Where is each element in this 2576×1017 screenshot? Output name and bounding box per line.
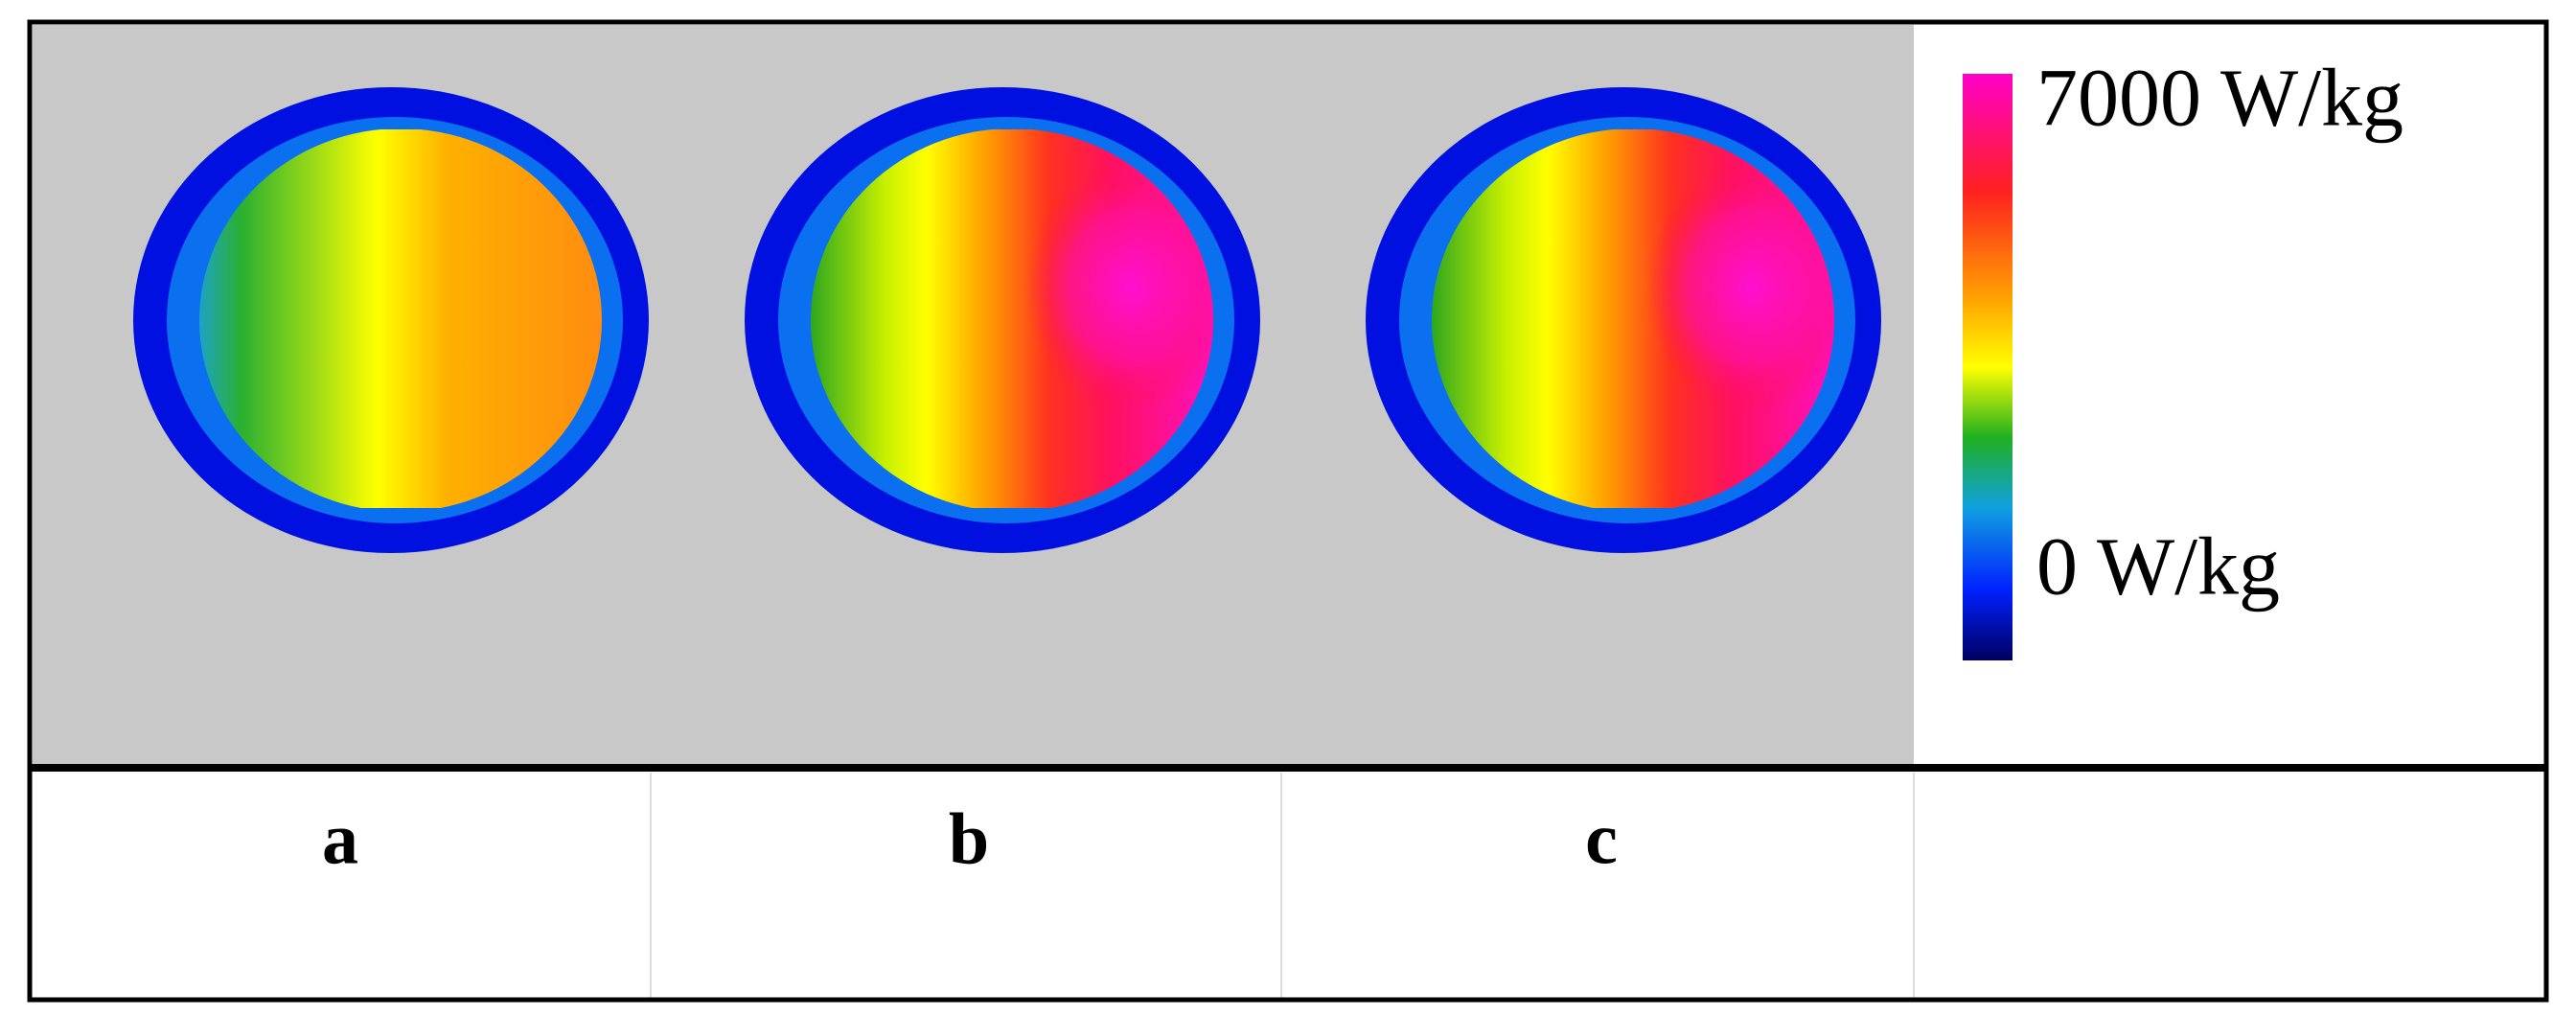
sar-interior-a — [199, 129, 602, 508]
caption: b — [949, 798, 989, 879]
sar-field-a — [199, 129, 602, 508]
sar-peak-c — [1646, 163, 1834, 412]
caption: c — [1585, 798, 1618, 879]
caption: a — [322, 798, 358, 879]
colorbar-min-label: 0 W/kg — [2036, 520, 2280, 613]
outer-border — [27, 19, 2549, 1003]
colorbar-max-label: 7000 W/kg — [2036, 52, 2404, 144]
sar-peak-b — [1025, 163, 1213, 412]
sar-interior-b — [811, 129, 1213, 508]
colorbar — [1963, 74, 2012, 660]
sar-interior-c — [1432, 129, 1834, 508]
